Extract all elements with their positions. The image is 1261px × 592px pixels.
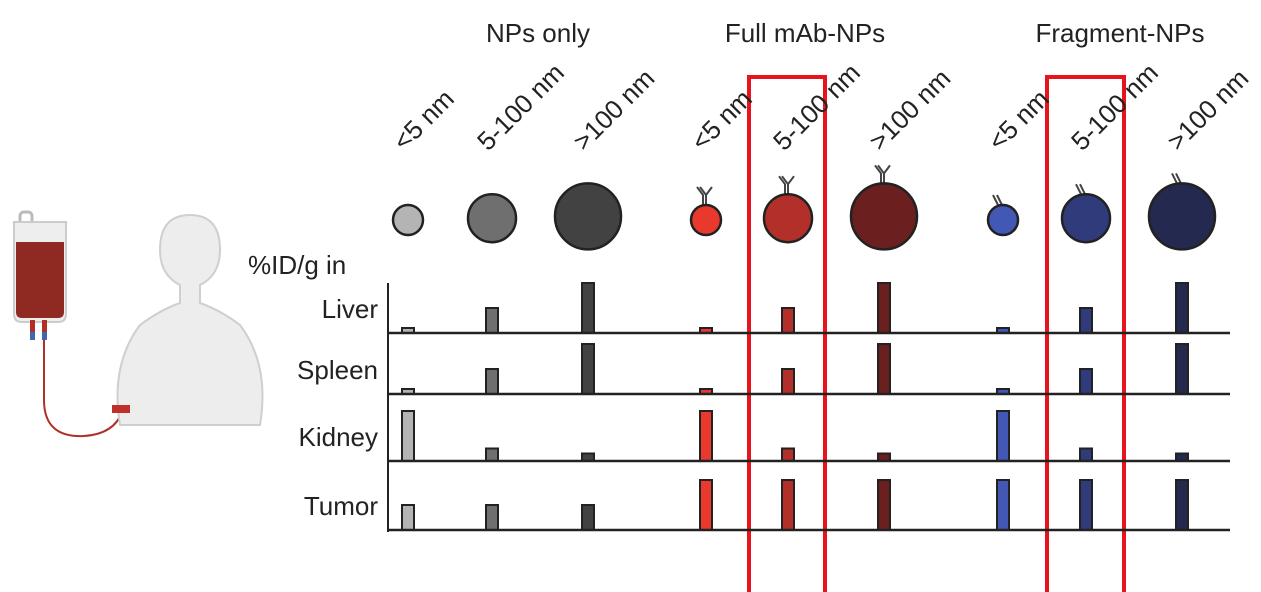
bar bbox=[1080, 308, 1092, 333]
bar bbox=[582, 344, 594, 394]
size-label: 5-100 nm bbox=[767, 57, 866, 156]
nanoparticle bbox=[691, 205, 721, 235]
group-label: NPs only bbox=[486, 18, 590, 48]
fragment bbox=[1172, 173, 1181, 183]
bar bbox=[582, 283, 594, 333]
fragment bbox=[1076, 184, 1085, 194]
nanoparticle bbox=[851, 183, 917, 249]
bar bbox=[1176, 344, 1188, 394]
bar bbox=[782, 308, 794, 333]
bar bbox=[486, 505, 498, 530]
nanoparticle bbox=[764, 194, 812, 242]
bar bbox=[782, 449, 794, 462]
bar bbox=[1080, 480, 1092, 530]
row-label: Kidney bbox=[299, 422, 379, 452]
group-label: Full mAb-NPs bbox=[725, 18, 885, 48]
row-label: Tumor bbox=[304, 491, 378, 521]
bar bbox=[486, 369, 498, 394]
bar bbox=[700, 411, 712, 461]
size-label: 5-100 nm bbox=[471, 57, 570, 156]
nanoparticle bbox=[393, 205, 423, 235]
bar bbox=[486, 308, 498, 333]
bar bbox=[1176, 283, 1188, 333]
bar bbox=[402, 505, 414, 530]
bar bbox=[700, 480, 712, 530]
bar bbox=[878, 344, 890, 394]
nanoparticle bbox=[468, 194, 516, 242]
y-axis-label: %ID/g in bbox=[248, 250, 346, 280]
bar bbox=[878, 283, 890, 333]
bar bbox=[782, 480, 794, 530]
bar bbox=[997, 480, 1009, 530]
antibody bbox=[779, 176, 794, 194]
antibody bbox=[875, 165, 890, 183]
bar bbox=[402, 411, 414, 461]
bar bbox=[1080, 369, 1092, 394]
nanoparticle bbox=[1149, 183, 1215, 249]
antibody bbox=[697, 187, 712, 205]
fragment bbox=[993, 195, 1002, 205]
bar bbox=[582, 505, 594, 530]
nanoparticle bbox=[988, 205, 1018, 235]
illustration bbox=[14, 212, 263, 436]
size-label: <5 nm bbox=[982, 83, 1055, 156]
size-label: <5 nm bbox=[685, 83, 758, 156]
size-label: >100 nm bbox=[863, 63, 956, 156]
size-label: >100 nm bbox=[1161, 63, 1254, 156]
row-label: Liver bbox=[322, 294, 379, 324]
figure: %ID/g in NPs only Full mAb-NPs Fragment-NP… bbox=[0, 0, 1261, 592]
size-label: >100 nm bbox=[567, 63, 660, 156]
row-label: Spleen bbox=[297, 355, 378, 385]
bar bbox=[782, 369, 794, 394]
bar bbox=[486, 449, 498, 462]
nanoparticle bbox=[555, 183, 621, 249]
bar bbox=[1080, 449, 1092, 462]
size-label: <5 nm bbox=[387, 83, 460, 156]
bar bbox=[1176, 480, 1188, 530]
bar bbox=[878, 480, 890, 530]
group-label: Fragment-NPs bbox=[1035, 18, 1204, 48]
bar bbox=[997, 411, 1009, 461]
nanoparticle bbox=[1062, 194, 1110, 242]
size-label: 5-100 nm bbox=[1065, 57, 1164, 156]
